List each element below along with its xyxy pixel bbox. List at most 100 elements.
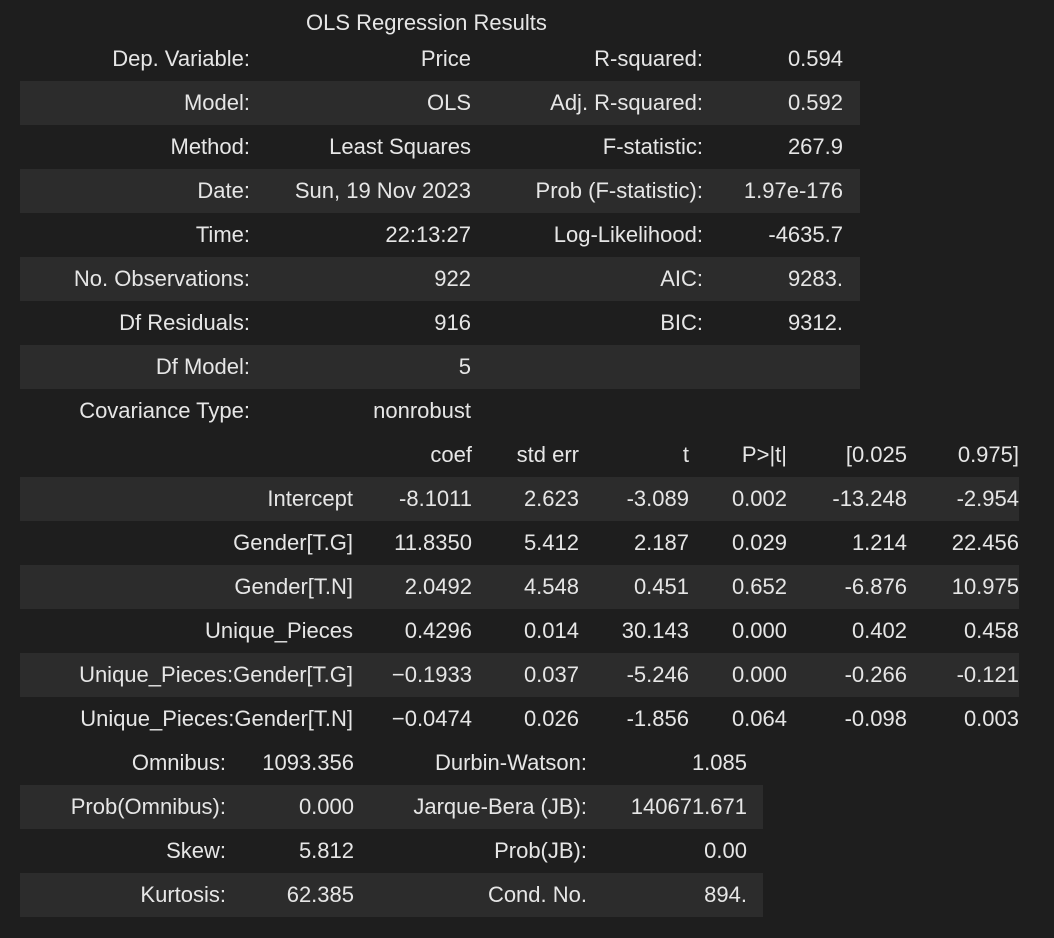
diagnostic-stat-value: 1.085 [691, 750, 747, 775]
coefficient-row: Gender[T.N] 2.0492 4.548 0.451 0.652 -6.… [20, 565, 1019, 609]
summary-value: 916 [434, 310, 471, 335]
diagnostic-row: Omnibus: 1093.356 Durbin-Watson: 1.085 [20, 741, 763, 785]
ci-lower-value: 1.214 [851, 530, 907, 555]
summary-value: 5 [250, 345, 471, 389]
column-header: 0.975] [957, 442, 1019, 467]
t-value: 30.143 [621, 618, 689, 643]
term-name: Intercept [20, 477, 353, 521]
coefficient-row: Unique_Pieces 0.4296 0.014 30.143 0.000 … [20, 609, 1019, 653]
model-summary-table: Dep. Variable: Price R-squared: 0.594 Mo… [20, 37, 860, 433]
summary-stat-label: R-squared: [594, 46, 703, 71]
term-name: Unique_Pieces:Gender[T.N] [80, 706, 353, 731]
ci-upper-value: 0.003 [963, 706, 1019, 731]
results-title: OLS Regression Results [306, 10, 547, 35]
summary-pad [843, 257, 860, 301]
coefficient-row: Intercept -8.1011 2.623 -3.089 0.002 -13… [20, 477, 1019, 521]
summary-value: 922 [250, 257, 471, 301]
std-err-value: 0.037 [472, 653, 579, 697]
ci-lower-value: -0.266 [787, 653, 907, 697]
summary-pad [843, 125, 860, 169]
term-name: Unique_Pieces [205, 618, 353, 643]
summary-pad [843, 37, 860, 81]
summary-stat-label: F-statistic: [602, 134, 703, 159]
summary-label: Df Residuals: [119, 310, 250, 335]
diagnostic-stat-value: 140671.671 [587, 785, 747, 829]
diagnostic-pad [747, 829, 763, 873]
diagnostic-value: 62.385 [226, 873, 354, 917]
summary-pad [843, 389, 860, 433]
p-value: 0.000 [731, 618, 787, 643]
summary-stat-value [703, 345, 843, 389]
std-err-value: 5.412 [523, 530, 579, 555]
summary-stat-label: Prob (F-statistic): [471, 169, 703, 213]
summary-row: Date: Sun, 19 Nov 2023 Prob (F-statistic… [20, 169, 860, 213]
summary-pad [843, 213, 860, 257]
p-value: 0.029 [731, 530, 787, 555]
term-name: Unique_Pieces:Gender[T.G] [20, 653, 353, 697]
summary-pad [843, 301, 860, 345]
t-value: 2.187 [633, 530, 689, 555]
summary-pad [843, 81, 860, 125]
summary-row: Method: Least Squares F-statistic: 267.9 [20, 125, 860, 169]
diagnostic-value: 0.000 [226, 785, 354, 829]
diagnostic-stat-label: Durbin-Watson: [434, 750, 587, 775]
coefficient-row: Gender[T.G] 11.8350 5.412 2.187 0.029 1.… [20, 521, 1019, 565]
ci-upper-value: 0.458 [963, 618, 1019, 643]
summary-value: Least Squares [329, 134, 471, 159]
diagnostic-stat-value: 0.00 [704, 838, 747, 863]
summary-stat-label: BIC: [660, 310, 703, 335]
std-err-value: 2.623 [472, 477, 579, 521]
column-header: t [682, 442, 689, 467]
coefficients-header-row: coef std err t P>|t| [0.025 0.975] [20, 433, 1019, 477]
summary-label: No. Observations: [20, 257, 250, 301]
summary-stat-value: 0.594 [787, 46, 843, 71]
summary-stat-label [471, 389, 703, 433]
p-value: 0.064 [731, 706, 787, 731]
p-value: 0.000 [689, 653, 787, 697]
diagnostic-value: 5.812 [298, 838, 354, 863]
summary-stat-label: Adj. R-squared: [471, 81, 703, 125]
summary-value: nonrobust [373, 398, 471, 423]
t-value: 0.451 [579, 565, 689, 609]
summary-stat-value [703, 389, 843, 433]
summary-row: Dep. Variable: Price R-squared: 0.594 [20, 37, 860, 81]
summary-label: Model: [20, 81, 250, 125]
summary-stat-label: Log-Likelihood: [553, 222, 703, 247]
diagnostics-table: Omnibus: 1093.356 Durbin-Watson: 1.085 P… [20, 741, 763, 917]
summary-pad [843, 169, 860, 213]
diagnostic-value: 1093.356 [262, 750, 354, 775]
summary-stat-value: -4635.7 [768, 222, 843, 247]
ci-lower-value: -13.248 [787, 477, 907, 521]
term-name: Gender[T.G] [233, 530, 353, 555]
coef-value: 11.8350 [394, 530, 472, 555]
summary-label: Time: [195, 222, 250, 247]
column-header [20, 433, 353, 477]
ci-upper-value: 10.975 [907, 565, 1019, 609]
summary-stat-value: 9283. [703, 257, 843, 301]
summary-stat-value: 267.9 [787, 134, 843, 159]
summary-row: Covariance Type: nonrobust [20, 389, 860, 433]
coefficient-row: Unique_Pieces:Gender[T.N] −0.0474 0.026 … [20, 697, 1019, 741]
term-name: Gender[T.N] [20, 565, 353, 609]
summary-label: Date: [20, 169, 250, 213]
ci-upper-value: -2.954 [907, 477, 1019, 521]
diagnostic-row: Skew: 5.812 Prob(JB): 0.00 [20, 829, 763, 873]
coef-value: -8.1011 [353, 477, 472, 521]
diagnostic-label: Kurtosis: [20, 873, 226, 917]
column-header: [0.025 [845, 442, 907, 467]
coefficient-row: Unique_Pieces:Gender[T.G] −0.1933 0.037 … [20, 653, 1019, 697]
column-header: P>|t| [741, 442, 787, 467]
summary-stat-value: 1.97e-176 [703, 169, 843, 213]
coef-value: 0.4296 [404, 618, 472, 643]
diagnostic-stat-value: 894. [587, 873, 747, 917]
ci-upper-value: -0.121 [907, 653, 1019, 697]
coef-value: −0.0474 [391, 706, 472, 731]
t-value: -1.856 [626, 706, 689, 731]
column-header: coef [430, 442, 472, 467]
summary-row: Df Residuals: 916 BIC: 9312. [20, 301, 860, 345]
ci-lower-value: -0.098 [844, 706, 907, 731]
diagnostic-pad [747, 741, 763, 785]
diagnostic-label: Skew: [166, 838, 226, 863]
coefficients-table: coef std err t P>|t| [0.025 0.975] Inter… [20, 433, 1019, 741]
summary-label: Df Model: [20, 345, 250, 389]
